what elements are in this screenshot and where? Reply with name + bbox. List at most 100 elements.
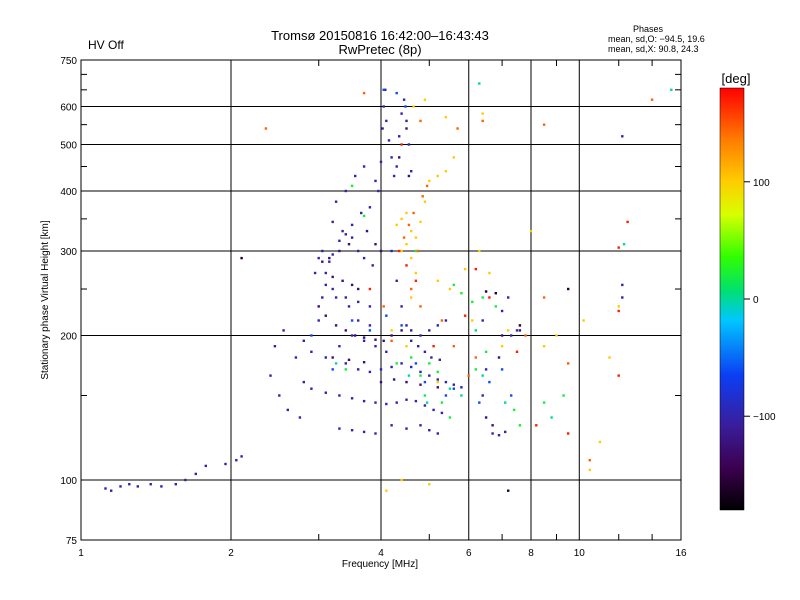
data-point	[444, 380, 448, 384]
data-point	[204, 464, 207, 468]
data-point	[410, 287, 413, 291]
data-point	[387, 139, 391, 142]
data-point	[331, 220, 334, 224]
data-point	[321, 260, 324, 263]
data-point	[385, 489, 388, 492]
data-point	[278, 394, 281, 397]
data-point	[286, 408, 289, 412]
data-point	[395, 401, 398, 404]
data-point	[436, 370, 439, 374]
x-tick-label: 6	[466, 548, 472, 559]
data-point	[310, 387, 313, 390]
data-point	[407, 143, 411, 146]
data-point	[419, 374, 422, 377]
data-point	[567, 432, 570, 435]
data-point	[436, 324, 439, 327]
data-point	[423, 350, 427, 353]
data-point	[368, 324, 372, 327]
data-point	[414, 249, 418, 253]
data-point	[338, 239, 341, 242]
data-point	[425, 401, 429, 404]
data-point	[419, 220, 422, 224]
data-point	[385, 350, 388, 353]
data-point	[324, 271, 327, 275]
data-point	[423, 200, 427, 203]
data-point	[362, 256, 366, 260]
data-point	[440, 411, 444, 415]
data-point	[390, 156, 393, 159]
data-point	[395, 223, 398, 227]
data-point	[302, 380, 305, 384]
data-point	[344, 368, 347, 371]
data-point	[524, 334, 527, 337]
data-point	[382, 105, 385, 108]
data-point	[110, 489, 113, 492]
data-point	[444, 319, 448, 322]
data-point	[402, 98, 406, 101]
data-point	[474, 368, 477, 371]
data-point	[417, 345, 420, 348]
data-point	[341, 229, 344, 233]
data-point	[567, 287, 570, 291]
data-point	[324, 391, 327, 394]
data-point	[542, 401, 546, 404]
data-point	[515, 329, 519, 332]
data-point	[423, 98, 427, 101]
y-tick-label: 600	[60, 103, 77, 114]
data-point	[136, 485, 139, 488]
data-point	[474, 329, 477, 332]
y-tick-label: 75	[66, 536, 78, 547]
data-point	[331, 356, 334, 359]
data-point	[440, 401, 444, 404]
data-point	[617, 374, 620, 377]
data-point	[481, 374, 484, 377]
data-point	[400, 143, 403, 146]
data-point	[542, 345, 546, 348]
x-tick-labels: 1 2 4 6 8 10 16	[78, 548, 687, 559]
data-point	[310, 334, 313, 337]
x-tick-label: 2	[228, 548, 234, 559]
data-point	[410, 296, 413, 299]
data-point	[452, 283, 455, 287]
data-point	[456, 127, 459, 130]
data-point	[494, 292, 497, 295]
data-point	[400, 305, 403, 308]
data-point	[438, 358, 441, 361]
data-point	[428, 329, 431, 332]
data-point	[317, 319, 320, 322]
data-point	[347, 305, 351, 308]
data-point	[419, 119, 422, 123]
data-point	[368, 287, 372, 291]
data-point	[507, 489, 510, 492]
data-point	[385, 119, 388, 123]
data-point	[350, 223, 354, 227]
data-point	[405, 211, 408, 215]
data-point	[562, 394, 565, 397]
data-point	[390, 424, 393, 427]
data-point	[385, 314, 388, 317]
x-tick-label: 10	[574, 548, 586, 559]
data-point	[567, 362, 570, 365]
data-point	[374, 243, 377, 246]
data-point	[294, 356, 298, 359]
data-point	[374, 401, 377, 404]
data-point	[481, 394, 484, 397]
data-point	[463, 267, 467, 271]
data-point	[357, 287, 360, 291]
data-point	[417, 249, 420, 253]
data-point	[331, 253, 334, 256]
data-point	[313, 271, 317, 275]
data-point	[481, 119, 484, 123]
data-point	[334, 324, 338, 327]
data-point	[452, 383, 455, 386]
data-point	[432, 345, 435, 348]
data-point	[518, 329, 522, 332]
data-point	[273, 345, 277, 348]
data-point	[507, 329, 510, 332]
data-point	[410, 339, 413, 342]
data-point	[382, 88, 385, 91]
data-point	[608, 356, 611, 359]
y-tick-label: 400	[60, 187, 77, 198]
data-point	[440, 319, 444, 322]
data-point	[423, 404, 427, 407]
